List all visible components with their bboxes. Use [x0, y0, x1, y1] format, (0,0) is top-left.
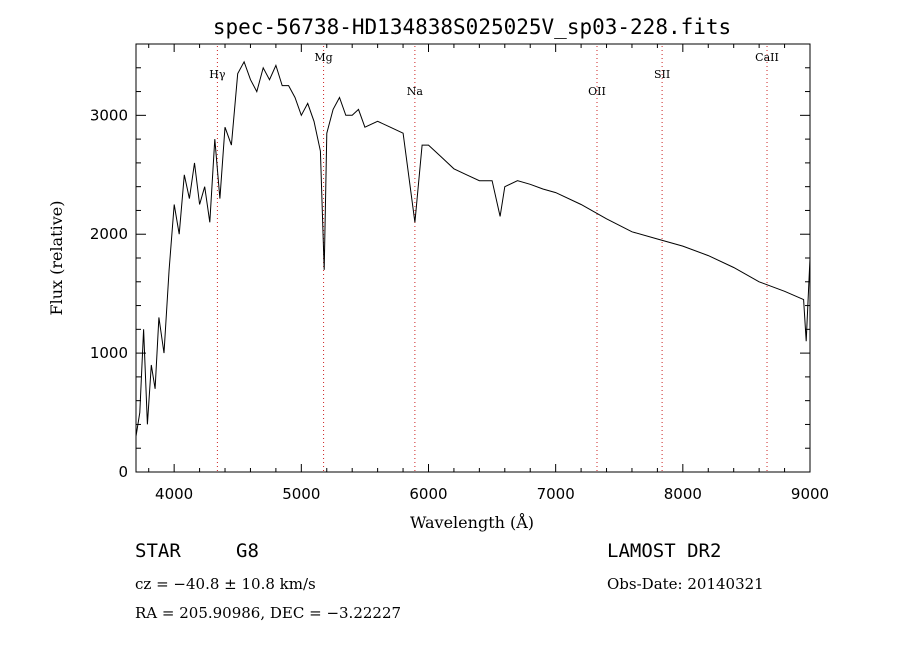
- chart-title: spec-56738-HD134838S025025V_sp03-228.fit…: [213, 15, 731, 39]
- x-tick-label-4: 8000: [664, 485, 702, 503]
- x-tick-label-1: 5000: [282, 485, 320, 503]
- coordinates: RA = 205.90986, DEC = −3.22227: [135, 604, 402, 622]
- spectrum-line: [135, 60, 811, 437]
- marker-label-5: CaII: [755, 51, 779, 64]
- object-type: STAR: [135, 540, 181, 562]
- y-axis: 0 1000 2000 3000: [90, 67, 810, 481]
- y-tick-label-1: 1000: [90, 344, 128, 362]
- y-tick-label-0: 0: [118, 463, 128, 481]
- spectral-line-markers: Hγ Mg Na OII SII CaII: [209, 46, 779, 472]
- x-tick-label-5: 9000: [791, 485, 829, 503]
- x-axis: 4000 5000 6000 7000 8000 9000: [148, 44, 829, 503]
- marker-label-3: OII: [588, 85, 606, 98]
- marker-label-2: Na: [407, 85, 424, 98]
- subclass: G8: [236, 540, 259, 562]
- redshift-cz: cz = −40.8 ± 10.8 km/s: [135, 575, 316, 593]
- marker-label-1: Mg: [314, 51, 332, 64]
- x-axis-label: Wavelength (Å): [410, 512, 534, 532]
- marker-label-4: SII: [654, 68, 670, 81]
- y-axis-label: Flux (relative): [47, 201, 66, 316]
- y-tick-label-3: 3000: [90, 106, 128, 124]
- x-tick-label-3: 7000: [537, 485, 575, 503]
- observation-date: Obs-Date: 20140321: [607, 575, 764, 593]
- x-tick-label-2: 6000: [409, 485, 447, 503]
- plot-frame: [135, 43, 811, 473]
- marker-label-0: Hγ: [209, 68, 226, 81]
- series-layer: [135, 60, 811, 437]
- x-tick-label-0: 4000: [155, 485, 193, 503]
- y-tick-label-2: 2000: [90, 225, 128, 243]
- survey-name: LAMOST DR2: [607, 540, 722, 562]
